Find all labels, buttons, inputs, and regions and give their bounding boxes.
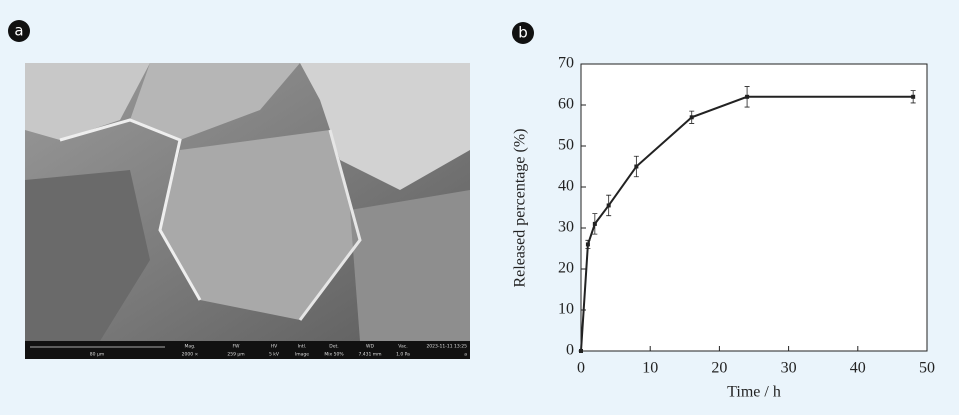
figure: a 80 μm 2023-11-11 13:25 a b Time / h Re…: [0, 0, 959, 415]
y-tick-label: 70: [558, 55, 574, 72]
image-id: a: [464, 353, 467, 358]
y-tick-label: 0: [566, 342, 574, 359]
y-tick-label: 30: [558, 219, 574, 236]
sem-info-name: HV: [271, 344, 278, 350]
sem-info-name: Vac.: [398, 344, 407, 350]
sem-info-value: 2000 ×: [182, 352, 199, 358]
sem-info-name: WD: [366, 344, 374, 350]
plot-frame: [581, 64, 927, 351]
sem-info-value: Mix 50%: [324, 352, 344, 358]
x-tick-label: 40: [850, 360, 866, 377]
x-tick-label: 50: [919, 360, 935, 377]
sem-info-name: FW: [232, 344, 240, 350]
x-axis-title: Time / h: [727, 384, 781, 401]
sem-info-name: Det.: [329, 344, 338, 350]
x-tick-label: 30: [781, 360, 797, 377]
x-tick-label: 10: [642, 360, 658, 377]
sem-image: [25, 63, 470, 359]
y-tick-label: 60: [558, 96, 574, 113]
sem-info-value: 259 μm: [227, 352, 244, 358]
sem-info-value: 1.0 Pa: [396, 352, 410, 358]
sem-info-value: Image: [295, 352, 309, 358]
sem-info-value: 5 kV: [269, 352, 280, 358]
data-point: [634, 165, 638, 169]
sem-info-value: 7.431 mm: [358, 352, 381, 358]
data-point: [690, 115, 694, 119]
y-axis-title: Released percentage (%): [512, 128, 529, 287]
scale-bar-label: 80 μm: [90, 352, 104, 358]
data-point: [911, 95, 915, 99]
y-tick-label: 10: [558, 301, 574, 318]
panel-label: a: [14, 22, 23, 40]
x-tick-label: 0: [577, 360, 585, 377]
y-tick-label: 20: [558, 260, 574, 277]
data-point: [593, 222, 597, 226]
data-point: [607, 203, 611, 207]
data-point: [586, 242, 590, 246]
sem-info-name: Intl.: [298, 344, 307, 350]
timestamp: 2023-11-11 13:25: [426, 344, 467, 350]
y-tick-label: 50: [558, 137, 574, 154]
panel-label: b: [518, 24, 528, 42]
data-point: [745, 95, 749, 99]
sem-info-name: Mag.: [185, 344, 196, 350]
data-point: [579, 349, 583, 353]
y-tick-label: 40: [558, 178, 574, 195]
x-tick-label: 20: [711, 360, 727, 377]
